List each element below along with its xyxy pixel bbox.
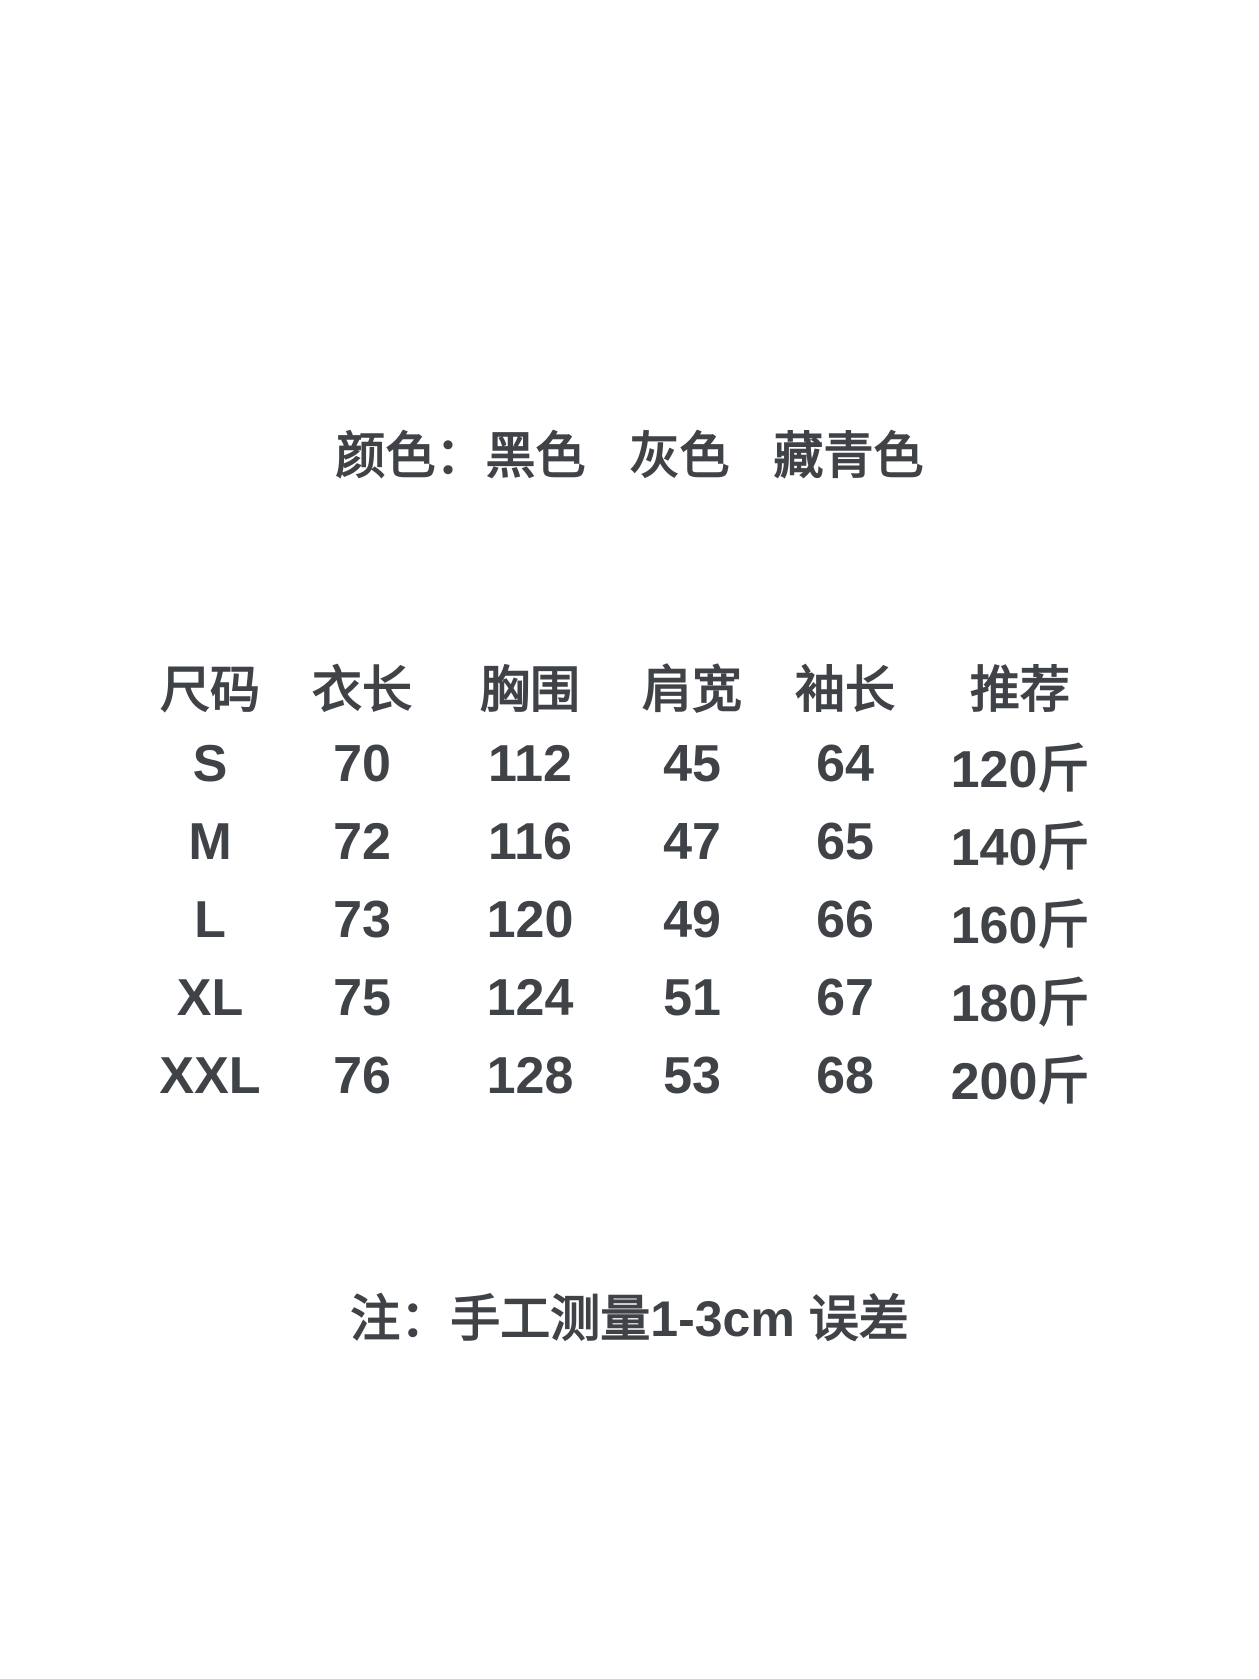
cell-sleeve: 67 xyxy=(816,969,874,1027)
header-cell-sleeve: 袖长 xyxy=(795,662,895,718)
cell-sleeve: 66 xyxy=(816,891,874,949)
cell-sleeve: 64 xyxy=(816,735,874,793)
cell-length: 70 xyxy=(333,735,391,793)
cell-shoulder: 47 xyxy=(663,813,721,871)
size-table-header-row: 尺码 衣长 胸围 肩宽 袖长 推荐 xyxy=(150,647,1120,725)
cell-sleeve: 65 xyxy=(816,813,874,871)
header-cell-chest: 胸围 xyxy=(480,662,580,718)
color-options-line: 颜色：黑色 灰色 藏青色 xyxy=(0,425,1259,487)
size-table: 尺码 衣长 胸围 肩宽 袖长 推荐 S 70 112 45 64 120斤 M … xyxy=(150,647,1120,1115)
cell-size: XL xyxy=(176,969,244,1027)
cell-shoulder: 49 xyxy=(663,891,721,949)
cell-size: L xyxy=(194,891,226,949)
cell-chest: 120 xyxy=(486,891,574,949)
header-cell-size: 尺码 xyxy=(160,662,260,718)
cell-shoulder: 51 xyxy=(663,969,721,1027)
table-row-l: L 73 120 49 66 160斤 xyxy=(150,881,1120,959)
color-options-label: 颜色： xyxy=(335,428,486,484)
cell-chest: 124 xyxy=(486,969,574,1027)
cell-length: 73 xyxy=(333,891,391,949)
cell-shoulder: 53 xyxy=(663,1047,721,1105)
table-row-xl: XL 75 124 51 67 180斤 xyxy=(150,959,1120,1037)
cell-recommend: 140斤 xyxy=(950,818,1090,877)
color-option-navy: 藏青色 xyxy=(773,428,924,484)
cell-shoulder: 45 xyxy=(663,735,721,793)
table-row-s: S 70 112 45 64 120斤 xyxy=(150,725,1120,803)
cell-recommend: 200斤 xyxy=(950,1052,1090,1111)
cell-length: 75 xyxy=(333,969,391,1027)
cell-sleeve: 68 xyxy=(816,1047,874,1105)
header-cell-shoulder: 肩宽 xyxy=(642,662,742,718)
cell-chest: 128 xyxy=(486,1047,574,1105)
measurement-note: 注：手工测量1-3cm 误差 xyxy=(350,1291,909,1347)
cell-length: 76 xyxy=(333,1047,391,1105)
color-option-black: 黑色 xyxy=(485,428,586,484)
cell-chest: 116 xyxy=(488,813,572,871)
cell-chest: 112 xyxy=(488,735,572,793)
table-row-xxl: XXL 76 128 53 68 200斤 xyxy=(150,1037,1120,1115)
header-cell-recommend: 推荐 xyxy=(970,662,1070,718)
color-option-gray: 灰色 xyxy=(629,428,730,484)
cell-recommend: 180斤 xyxy=(950,974,1090,1033)
header-cell-length: 衣长 xyxy=(312,662,412,718)
cell-length: 72 xyxy=(333,813,391,871)
cell-size: S xyxy=(192,735,228,793)
cell-size: XXL xyxy=(159,1047,261,1105)
cell-recommend: 120斤 xyxy=(950,740,1090,799)
cell-recommend: 160斤 xyxy=(950,896,1090,955)
cell-size: M xyxy=(188,813,232,871)
table-row-m: M 72 116 47 65 140斤 xyxy=(150,803,1120,881)
